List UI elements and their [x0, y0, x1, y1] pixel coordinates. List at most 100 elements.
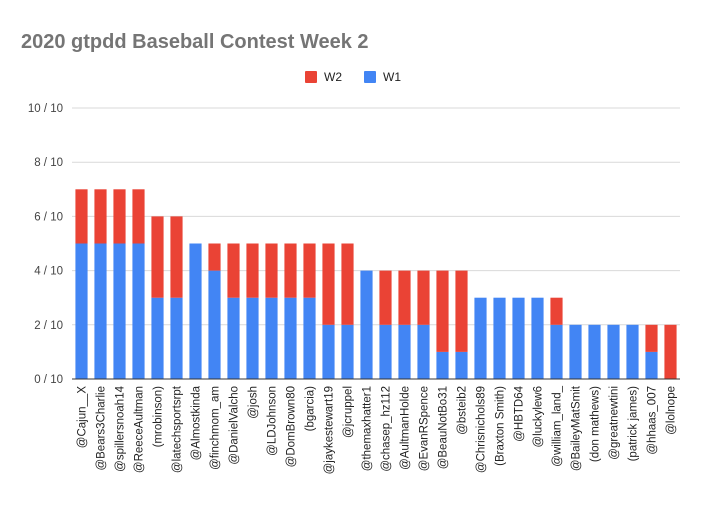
x-tick-label: @AultmanHolde: [400, 386, 412, 470]
x-tick-label: (patrick james): [628, 386, 640, 462]
y-tick-label: 6 / 10: [34, 211, 63, 223]
bar-w2: [398, 270, 411, 325]
bar-w2: [170, 216, 183, 298]
x-tick-label: @luckylew6: [533, 386, 545, 448]
bar-w2: [246, 243, 259, 298]
x-tick-label: (mrobinson): [153, 386, 165, 448]
x-tick-label: @chasep_hz112: [381, 386, 393, 472]
x-tick-label: (bgarcia): [305, 386, 317, 432]
bar-w1: [607, 324, 620, 379]
bar-w1: [626, 324, 639, 379]
bar-w2: [284, 243, 297, 298]
x-tick-label: @EvanRSpence: [419, 386, 431, 471]
x-tick-label: @Cajun__X: [77, 386, 89, 449]
x-tick-label: @jaykestewart19: [324, 386, 336, 474]
x-tick-label: @BaileyMatSmit: [571, 385, 583, 471]
bar-w2: [132, 189, 145, 244]
bar-w1: [645, 351, 658, 379]
x-tick-label: @DomBrown80: [286, 386, 298, 467]
x-tick-label: @lolnope: [666, 386, 678, 435]
x-tick-label: @Chrisnichols89: [476, 386, 488, 473]
bar-w1: [455, 351, 468, 379]
bar-w2: [265, 243, 278, 298]
bar-w1: [132, 243, 145, 379]
bar-w1: [436, 351, 449, 379]
bar-w1: [379, 324, 392, 379]
bar-w1: [284, 297, 297, 379]
bar-w2: [94, 189, 107, 244]
bar-w1: [417, 324, 430, 379]
x-tick-label: @latechsportsrpt: [172, 385, 184, 473]
bar-w1: [151, 297, 164, 379]
bar-w2: [75, 189, 88, 244]
bar-w1: [360, 270, 373, 379]
bar-w1: [569, 324, 582, 379]
bar-w2: [113, 189, 126, 244]
bar-w1: [246, 297, 259, 379]
x-tick-label: @bsteib2: [457, 386, 469, 435]
bar-w1: [322, 324, 335, 379]
x-tick-label: @finchmom_am: [210, 386, 222, 470]
bar-w2: [341, 243, 354, 325]
bars: [75, 189, 677, 379]
bar-w2: [645, 324, 658, 352]
x-tick-label: @DanielValcho: [229, 386, 241, 465]
bar-w1: [341, 324, 354, 379]
x-tick-label: @spillersnoah14: [115, 385, 127, 471]
x-tick-label: @ReeceAultman: [134, 386, 146, 473]
bar-w2: [322, 243, 335, 325]
y-axis: 0 / 10 2 / 10 4 / 10 6 / 10 8 / 10 10 / 10: [28, 103, 63, 386]
x-axis: @Cajun__X @Bears3Charlie @spillersnoah14 @R…: [72, 378, 680, 474]
bar-w2: [664, 324, 677, 379]
legend: W2 W1: [305, 70, 401, 84]
bar-w2: [550, 297, 563, 325]
bar-w1: [265, 297, 278, 379]
bar-w1: [512, 297, 525, 379]
y-tick-label: 0 / 10: [34, 374, 63, 386]
x-tick-label: @william_land_: [552, 385, 564, 466]
bar-w2: [417, 270, 430, 325]
bar-w1: [170, 297, 183, 379]
bar-w2: [208, 243, 221, 271]
bar-w1: [189, 243, 202, 379]
bar-w1: [588, 324, 601, 379]
bar-w1: [208, 270, 221, 379]
bar-w1: [531, 297, 544, 379]
x-tick-label: @BeauNotBo31: [438, 386, 450, 469]
legend-label: W1: [383, 70, 401, 84]
bar-w2: [303, 243, 316, 298]
chart-title: 2020 gtpdd Baseball Contest Week 2: [21, 31, 369, 53]
bar-w1: [75, 243, 88, 379]
legend-swatch: [364, 71, 376, 83]
legend-swatch: [305, 71, 317, 83]
x-tick-label: @HBTD64: [514, 385, 526, 441]
bar-w1: [113, 243, 126, 379]
bar-w1: [303, 297, 316, 379]
bar-w1: [493, 297, 506, 379]
x-tick-label: @greatnewtini: [609, 386, 621, 460]
x-tick-label: @Bears3Charlie: [96, 386, 108, 471]
bar-w1: [94, 243, 107, 379]
y-tick-label: 10 / 10: [28, 103, 63, 115]
x-tick-label: (Braxton Smith): [495, 386, 507, 466]
bar-w1: [474, 297, 487, 379]
bar-w1: [398, 324, 411, 379]
y-tick-label: 8 / 10: [34, 157, 63, 169]
bar-w2: [436, 270, 449, 352]
bar-w1: [550, 324, 563, 379]
y-tick-label: 4 / 10: [34, 266, 63, 278]
bar-w2: [227, 243, 240, 298]
x-tick-label: (don mathews): [590, 386, 602, 462]
y-tick-label: 2 / 10: [34, 320, 63, 332]
bar-w2: [151, 216, 164, 298]
x-tick-label: @hhaas_007: [647, 386, 659, 455]
x-tick-label: @LDJohnson: [267, 386, 279, 456]
x-tick-label: @jcruppel: [343, 386, 355, 438]
bar-w2: [379, 270, 392, 325]
bar-w1: [227, 297, 240, 379]
x-tick-label: @themaxhatter1: [362, 386, 374, 471]
x-tick-label: @josh: [248, 386, 260, 419]
bar-w2: [455, 270, 468, 352]
